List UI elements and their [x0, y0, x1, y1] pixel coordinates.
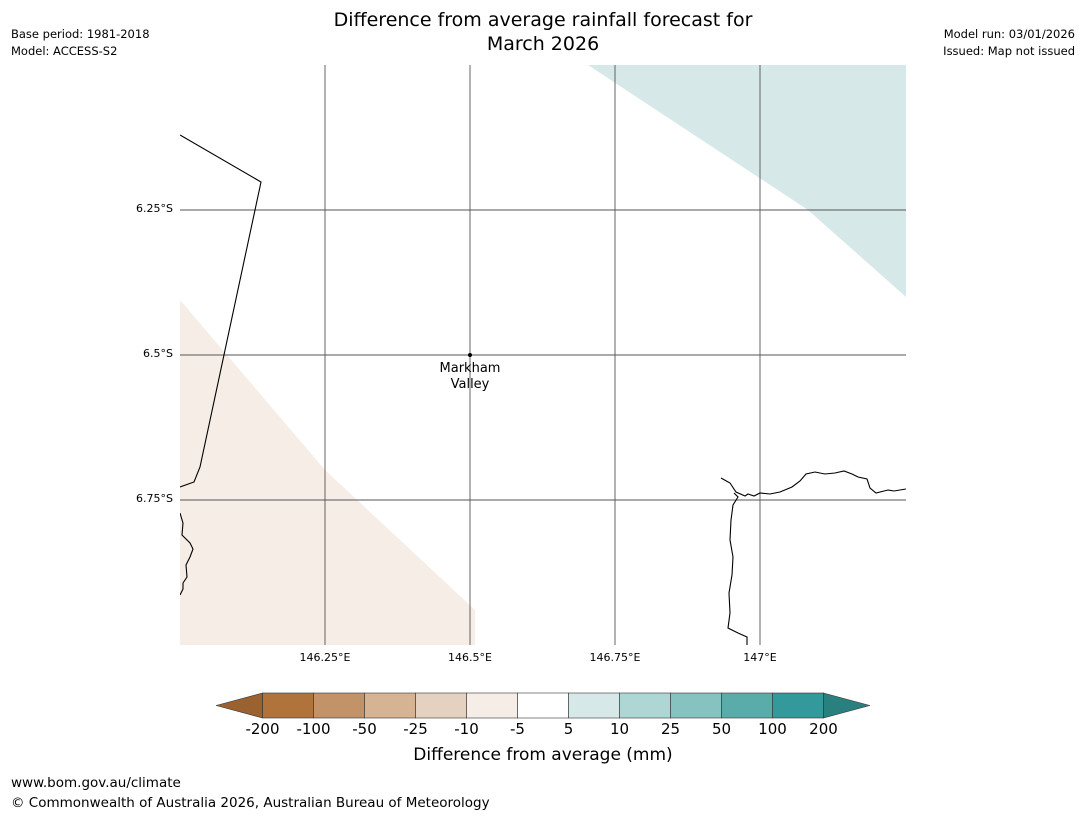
colorbar-tick-label: -100 — [296, 720, 331, 738]
colorbar-tick-label: -200 — [245, 720, 280, 738]
lat-label-6-5: 6.5°S — [143, 347, 173, 360]
colorbar-bin — [670, 692, 722, 719]
colorbar-tick-label: -5 — [510, 720, 525, 738]
colorbar-tick-label: 10 — [609, 720, 630, 738]
colorbar-tick-label: 5 — [563, 720, 574, 738]
lon-label-146-5: 146.5°E — [448, 651, 492, 664]
map-title: Difference from average rainfall forecas… — [243, 8, 843, 56]
border-line-west — [180, 134, 262, 488]
coastline-west — [180, 512, 194, 596]
colorbar-tick-label: 100 — [758, 720, 787, 738]
colorbar-tick-label: -10 — [454, 720, 479, 738]
footer-url: www.bom.gov.au/climate — [11, 775, 181, 791]
colorbar-bin — [772, 692, 824, 719]
map-title-line2: March 2026 — [486, 33, 600, 55]
coastline — [180, 134, 906, 645]
colorbar-bin — [619, 692, 671, 719]
colorbar-bin — [466, 692, 518, 719]
place-label-line1: Markham — [440, 361, 501, 376]
lon-label-146-25: 146.25°E — [299, 651, 351, 664]
model-run: Model run: 03/01/2026 — [943, 27, 1075, 41]
colorbar-low-arrow — [216, 692, 263, 719]
colorbar-bin — [721, 692, 773, 719]
model-name: Model: ACCESS-S2 — [11, 44, 118, 58]
colorbar-high-arrow — [823, 692, 870, 719]
colorbar-bin — [262, 692, 314, 719]
map-title-line1: Difference from average rainfall forecas… — [333, 9, 753, 31]
colorbar-bin — [364, 692, 416, 719]
rainfall-area-above-average — [588, 65, 906, 297]
lon-label-147: 147°E — [743, 651, 777, 664]
legend-title: Difference from average (mm) — [413, 745, 673, 765]
lat-label-6-25: 6.25°S — [136, 202, 173, 215]
colorbar-tick-label: 200 — [809, 720, 838, 738]
river-line — [727, 492, 748, 645]
lon-label-146-75: 146.75°E — [589, 651, 641, 664]
coastline-east — [720, 470, 906, 497]
colorbar-bin — [568, 692, 620, 719]
colorbar-tick-label: -50 — [352, 720, 377, 738]
colorbar-tick-label: 50 — [711, 720, 732, 738]
place-marker — [468, 353, 472, 357]
colorbar-bin — [415, 692, 467, 719]
rainfall-map: Markham Valley — [180, 65, 906, 645]
graticule — [180, 65, 906, 645]
colorbar-bin — [313, 692, 365, 719]
legend-colorbar — [216, 692, 870, 719]
issued-status: Issued: Map not issued — [943, 44, 1075, 58]
lat-label-6-75: 6.75°S — [136, 492, 173, 505]
place-label-line2: Valley — [451, 377, 490, 392]
colorbar-tick-label: -25 — [403, 720, 428, 738]
footer-copyright: © Commonwealth of Australia 2026, Austra… — [11, 795, 490, 811]
colorbar-tick-label: 25 — [660, 720, 681, 738]
run-info: Model run: 03/01/2026 Issued: Map not is… — [943, 26, 1075, 60]
colorbar-bin — [517, 692, 569, 719]
base-period: Base period: 1981-2018 — [11, 27, 150, 41]
rainfall-area-below-average — [180, 300, 475, 645]
base-info: Base period: 1981-2018 Model: ACCESS-S2 — [11, 26, 150, 60]
